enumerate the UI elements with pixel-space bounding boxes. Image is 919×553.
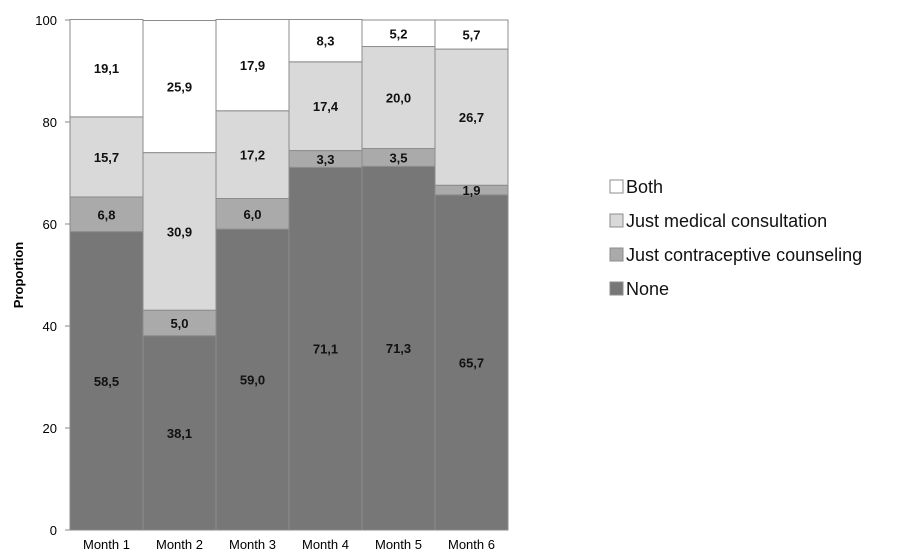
- bar-segment: [215, 18, 290, 112]
- y-tick-label: 0: [50, 523, 57, 538]
- data-label: 65,7: [459, 355, 484, 370]
- legend-swatch: [609, 281, 624, 296]
- bar-segment: [288, 61, 363, 152]
- bar-segment: [142, 152, 217, 311]
- data-label: 26,7: [459, 110, 484, 125]
- y-axis-title: Proportion: [11, 242, 26, 308]
- data-label: 6,0: [243, 207, 261, 222]
- plot-area: 58,5 6,8 15,7 19,1 38,1 5,0 30,9 25,9 59,0 6,0 17,…: [69, 18, 509, 531]
- legend-label: Both: [626, 177, 663, 197]
- bar-segment: [361, 46, 436, 150]
- data-label: 3,5: [389, 150, 407, 165]
- bar-segment: [142, 309, 217, 337]
- y-tick-label: 20: [43, 421, 57, 436]
- legend-label: None: [626, 279, 669, 299]
- data-label: 17,4: [313, 99, 339, 114]
- data-label: 17,2: [240, 148, 265, 163]
- data-label: 25,9: [167, 80, 192, 95]
- bar-segment: [69, 231, 144, 531]
- bar-segment: [434, 48, 509, 186]
- data-label: 38,1: [167, 426, 192, 441]
- x-tick-label: Month 4: [302, 537, 349, 552]
- bar-segment: [69, 196, 144, 233]
- data-label: 20,0: [386, 91, 411, 106]
- legend-swatch: [609, 179, 624, 194]
- bar-segment: [434, 19, 509, 50]
- data-label: 71,3: [386, 341, 411, 356]
- data-label: 17,9: [240, 58, 265, 73]
- data-label: 5,0: [170, 316, 188, 331]
- legend-label: Just medical consultation: [626, 211, 827, 231]
- bar-segment: [142, 335, 217, 531]
- bar-segment: [288, 166, 363, 531]
- bar-segment: [215, 198, 290, 230]
- axes: Month 1 Month 2 Month 3 Month 4 Month 5 Month…: [35, 13, 508, 552]
- bar-segment: [361, 19, 436, 48]
- bar-segment: [434, 194, 509, 531]
- x-tick-label: Month 3: [229, 537, 276, 552]
- bar-segment: [142, 20, 217, 154]
- legend-swatch: [609, 213, 624, 228]
- legend-swatch: [609, 247, 624, 262]
- data-label: 15,7: [94, 150, 119, 165]
- x-tick-label: Month 2: [156, 537, 203, 552]
- data-label: 30,9: [167, 224, 192, 239]
- bar-segment: [69, 18, 144, 118]
- y-tick-label: 60: [43, 217, 57, 232]
- legend-label: Just contraceptive counseling: [626, 245, 862, 265]
- data-label: 59,0: [240, 373, 265, 388]
- bar-segment: [288, 18, 363, 63]
- data-label: 6,8: [97, 207, 115, 222]
- data-label: 8,3: [316, 34, 334, 49]
- legend: Both Just medical consultation Just contra…: [609, 177, 862, 299]
- y-tick-label: 80: [43, 115, 57, 130]
- x-tick-label: Month 6: [448, 537, 495, 552]
- data-label: 71,1: [313, 342, 338, 357]
- x-tick-label: Month 5: [375, 537, 422, 552]
- data-label: 3,3: [316, 152, 334, 167]
- x-tick-label: Month 1: [83, 537, 130, 552]
- data-label: 58,5: [94, 374, 119, 389]
- data-label: 19,1: [94, 61, 119, 76]
- data-label: 1,9: [462, 183, 480, 198]
- y-tick-label: 40: [43, 319, 57, 334]
- y-tick-label: 100: [35, 13, 57, 28]
- data-label: 5,7: [462, 28, 480, 43]
- data-label: 5,2: [389, 26, 407, 41]
- bar-segment: [361, 165, 436, 531]
